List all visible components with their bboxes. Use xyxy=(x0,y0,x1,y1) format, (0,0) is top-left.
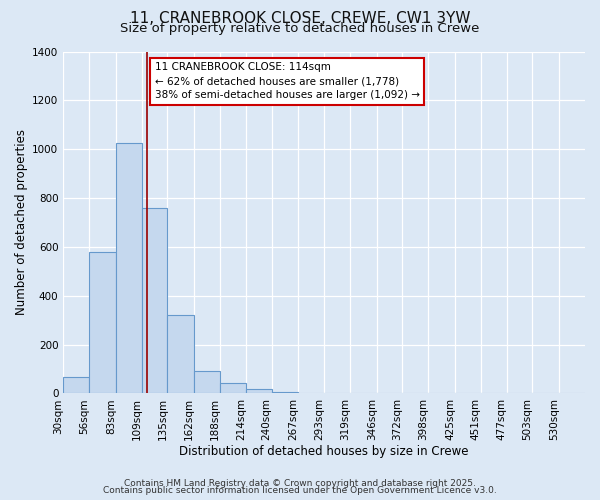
Bar xyxy=(194,372,220,394)
Bar xyxy=(89,252,116,394)
Text: Contains public sector information licensed under the Open Government Licence v3: Contains public sector information licen… xyxy=(103,486,497,495)
Text: 11 CRANEBROOK CLOSE: 114sqm
← 62% of detached houses are smaller (1,778)
38% of : 11 CRANEBROOK CLOSE: 114sqm ← 62% of det… xyxy=(155,62,419,100)
Text: Contains HM Land Registry data © Crown copyright and database right 2025.: Contains HM Land Registry data © Crown c… xyxy=(124,478,476,488)
Bar xyxy=(63,378,89,394)
Bar xyxy=(116,143,142,394)
X-axis label: Distribution of detached houses by size in Crewe: Distribution of detached houses by size … xyxy=(179,444,469,458)
Text: 11, CRANEBROOK CLOSE, CREWE, CW1 3YW: 11, CRANEBROOK CLOSE, CREWE, CW1 3YW xyxy=(130,11,470,26)
Y-axis label: Number of detached properties: Number of detached properties xyxy=(15,130,28,316)
Bar xyxy=(272,392,298,394)
Text: Size of property relative to detached houses in Crewe: Size of property relative to detached ho… xyxy=(121,22,479,35)
Bar xyxy=(220,383,246,394)
Bar xyxy=(167,315,194,394)
Bar xyxy=(142,208,167,394)
Bar xyxy=(246,389,272,394)
